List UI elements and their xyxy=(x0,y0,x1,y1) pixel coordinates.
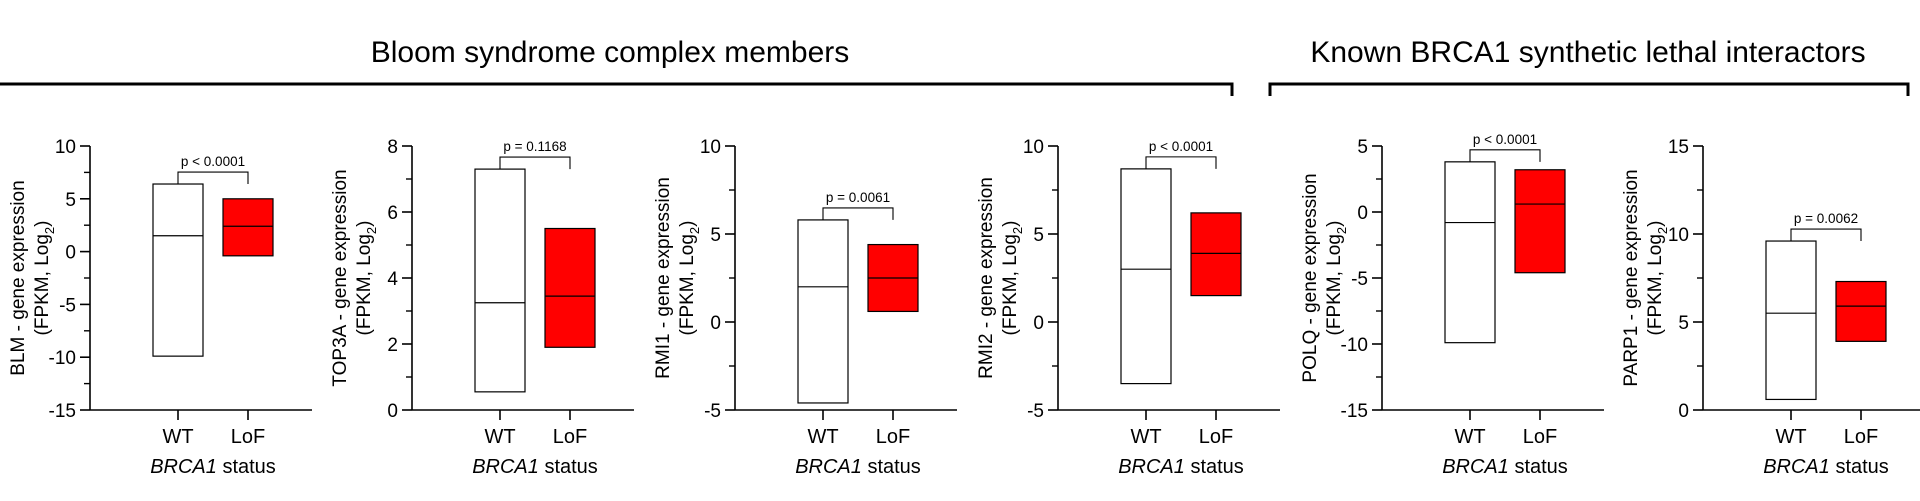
y-tick-label: 10 xyxy=(55,137,76,158)
y-tick-label: 0 xyxy=(387,401,398,422)
significance-bracket xyxy=(177,171,249,185)
y-tick-label: -5 xyxy=(1027,401,1044,422)
y-axis-label: RMI1 - gene expression (FPKM, Log2) xyxy=(653,177,702,379)
y-tick-label: 0 xyxy=(710,313,721,334)
p-value-label: p = 0.1168 xyxy=(503,139,566,154)
box-wt xyxy=(1120,168,1172,385)
group-bracket-bloom xyxy=(0,82,1234,96)
significance-bracket xyxy=(499,156,571,170)
box-lof xyxy=(1190,212,1242,297)
group-title-bloom: Bloom syndrome complex members xyxy=(371,36,850,69)
y-axis-label: BLM - gene expression (FPKM, Log2) xyxy=(8,180,57,375)
group-bracket-interactors xyxy=(1268,82,1910,96)
p-value-label: p = 0.0061 xyxy=(826,190,890,205)
box-lof xyxy=(222,198,274,257)
category-label: LoF xyxy=(1844,426,1878,448)
category-label: LoF xyxy=(1199,426,1233,448)
y-tick-label: 0 xyxy=(1033,313,1044,334)
category-label: LoF xyxy=(231,426,265,448)
significance-bracket xyxy=(1790,228,1862,242)
y-tick-label: -10 xyxy=(1341,335,1368,356)
y-tick-label: -5 xyxy=(704,401,721,422)
category-label: LoF xyxy=(876,426,910,448)
y-axis-label: PARP1 - gene expression (FPKM, Log2) xyxy=(1621,169,1670,386)
y-tick-label: 10 xyxy=(1023,137,1044,158)
category-label: WT xyxy=(1775,426,1806,448)
y-tick-label: 0 xyxy=(65,243,76,264)
x-axis-label: BRCA1 status xyxy=(150,456,276,478)
box-wt xyxy=(1765,240,1817,401)
panel-top3a: 0 2 4 6 8 WT LoF p = 0.1168 TOP3A - gene express… xyxy=(330,137,634,478)
box-lof xyxy=(1835,280,1887,342)
group-bloom-complex: Bloom syndrome complex members xyxy=(0,36,1234,96)
box-wt xyxy=(474,168,526,393)
y-tick-label: -5 xyxy=(1351,269,1368,290)
x-axis-label: BRCA1 status xyxy=(472,456,598,478)
panel-blm: -15 -10 -5 0 5 10 WT LoF p < 0.0001 BLM - gene ex… xyxy=(8,137,312,478)
x-axis-label: BRCA1 status xyxy=(1763,456,1889,478)
panel-parp1: 0 5 10 15 WT LoF p = 0.0062 PARP1 - gene expres… xyxy=(1621,137,1920,478)
y-axis-label: TOP3A - gene expression (FPKM, Log2) xyxy=(330,169,379,386)
category-label: WT xyxy=(484,426,515,448)
y-axis-label: RMI2 - gene expression (FPKM, Log2) xyxy=(976,177,1025,379)
y-tick-label: 6 xyxy=(387,203,398,224)
group-brca1-interactors: Known BRCA1 synthetic lethal interactors xyxy=(1268,36,1910,96)
significance-bracket xyxy=(1145,156,1217,169)
y-tick-label: -5 xyxy=(59,295,76,316)
p-value-label: p < 0.0001 xyxy=(1473,132,1537,147)
box-wt xyxy=(152,183,204,357)
p-value-label: p = 0.0062 xyxy=(1794,211,1858,226)
box-lof xyxy=(1514,169,1566,274)
y-tick-label: 5 xyxy=(1678,313,1689,334)
significance-bracket xyxy=(1469,149,1541,162)
y-tick-label: 2 xyxy=(387,335,398,356)
category-label: LoF xyxy=(553,426,587,448)
significance-bracket xyxy=(822,207,894,220)
box-wt xyxy=(797,219,849,404)
x-axis-label: BRCA1 status xyxy=(795,456,921,478)
y-tick-label: 0 xyxy=(1357,203,1368,224)
p-value-label: p < 0.0001 xyxy=(181,154,245,169)
y-tick-label: 5 xyxy=(65,190,76,211)
box-lof xyxy=(544,227,596,348)
box-wt xyxy=(1444,161,1496,344)
x-axis-label: BRCA1 status xyxy=(1442,456,1568,478)
group-title-interactors: Known BRCA1 synthetic lethal interactors xyxy=(1310,36,1865,69)
category-label: WT xyxy=(807,426,838,448)
panel-rmi2: -5 0 5 10 WT LoF p < 0.0001 RMI2 - gene express… xyxy=(976,137,1280,478)
panel-rmi1: -5 0 5 10 WT LoF p = 0.0061 RMI1 - gene express… xyxy=(653,137,957,478)
y-axis-label: POLQ - gene expression (FPKM, Log2) xyxy=(1300,173,1349,382)
y-tick-label: -15 xyxy=(49,401,76,422)
y-tick-label: 15 xyxy=(1668,137,1689,158)
category-label: WT xyxy=(162,426,193,448)
y-tick-label: 4 xyxy=(387,269,398,290)
y-tick-label: 8 xyxy=(387,137,398,158)
category-label: LoF xyxy=(1523,426,1557,448)
x-axis-label: BRCA1 status xyxy=(1118,456,1244,478)
category-label: WT xyxy=(1454,426,1485,448)
y-tick-label: -15 xyxy=(1341,401,1368,422)
panel-polq: -15 -10 -5 0 5 WT LoF p < 0.0001 POLQ - gene exp… xyxy=(1300,132,1604,478)
y-tick-label: 10 xyxy=(700,137,721,158)
y-tick-label: 5 xyxy=(710,225,721,246)
y-tick-label: 5 xyxy=(1357,137,1368,158)
category-label: WT xyxy=(1130,426,1161,448)
box-plot-panels: -15 -10 -5 0 5 10 WT LoF p < 0.0001 BLM - gene ex… xyxy=(8,132,1920,478)
y-tick-label: 5 xyxy=(1033,225,1044,246)
y-tick-label: 0 xyxy=(1678,401,1689,422)
y-tick-label: 10 xyxy=(1668,225,1689,246)
p-value-label: p < 0.0001 xyxy=(1149,139,1213,154)
y-tick-label: -10 xyxy=(49,348,76,369)
